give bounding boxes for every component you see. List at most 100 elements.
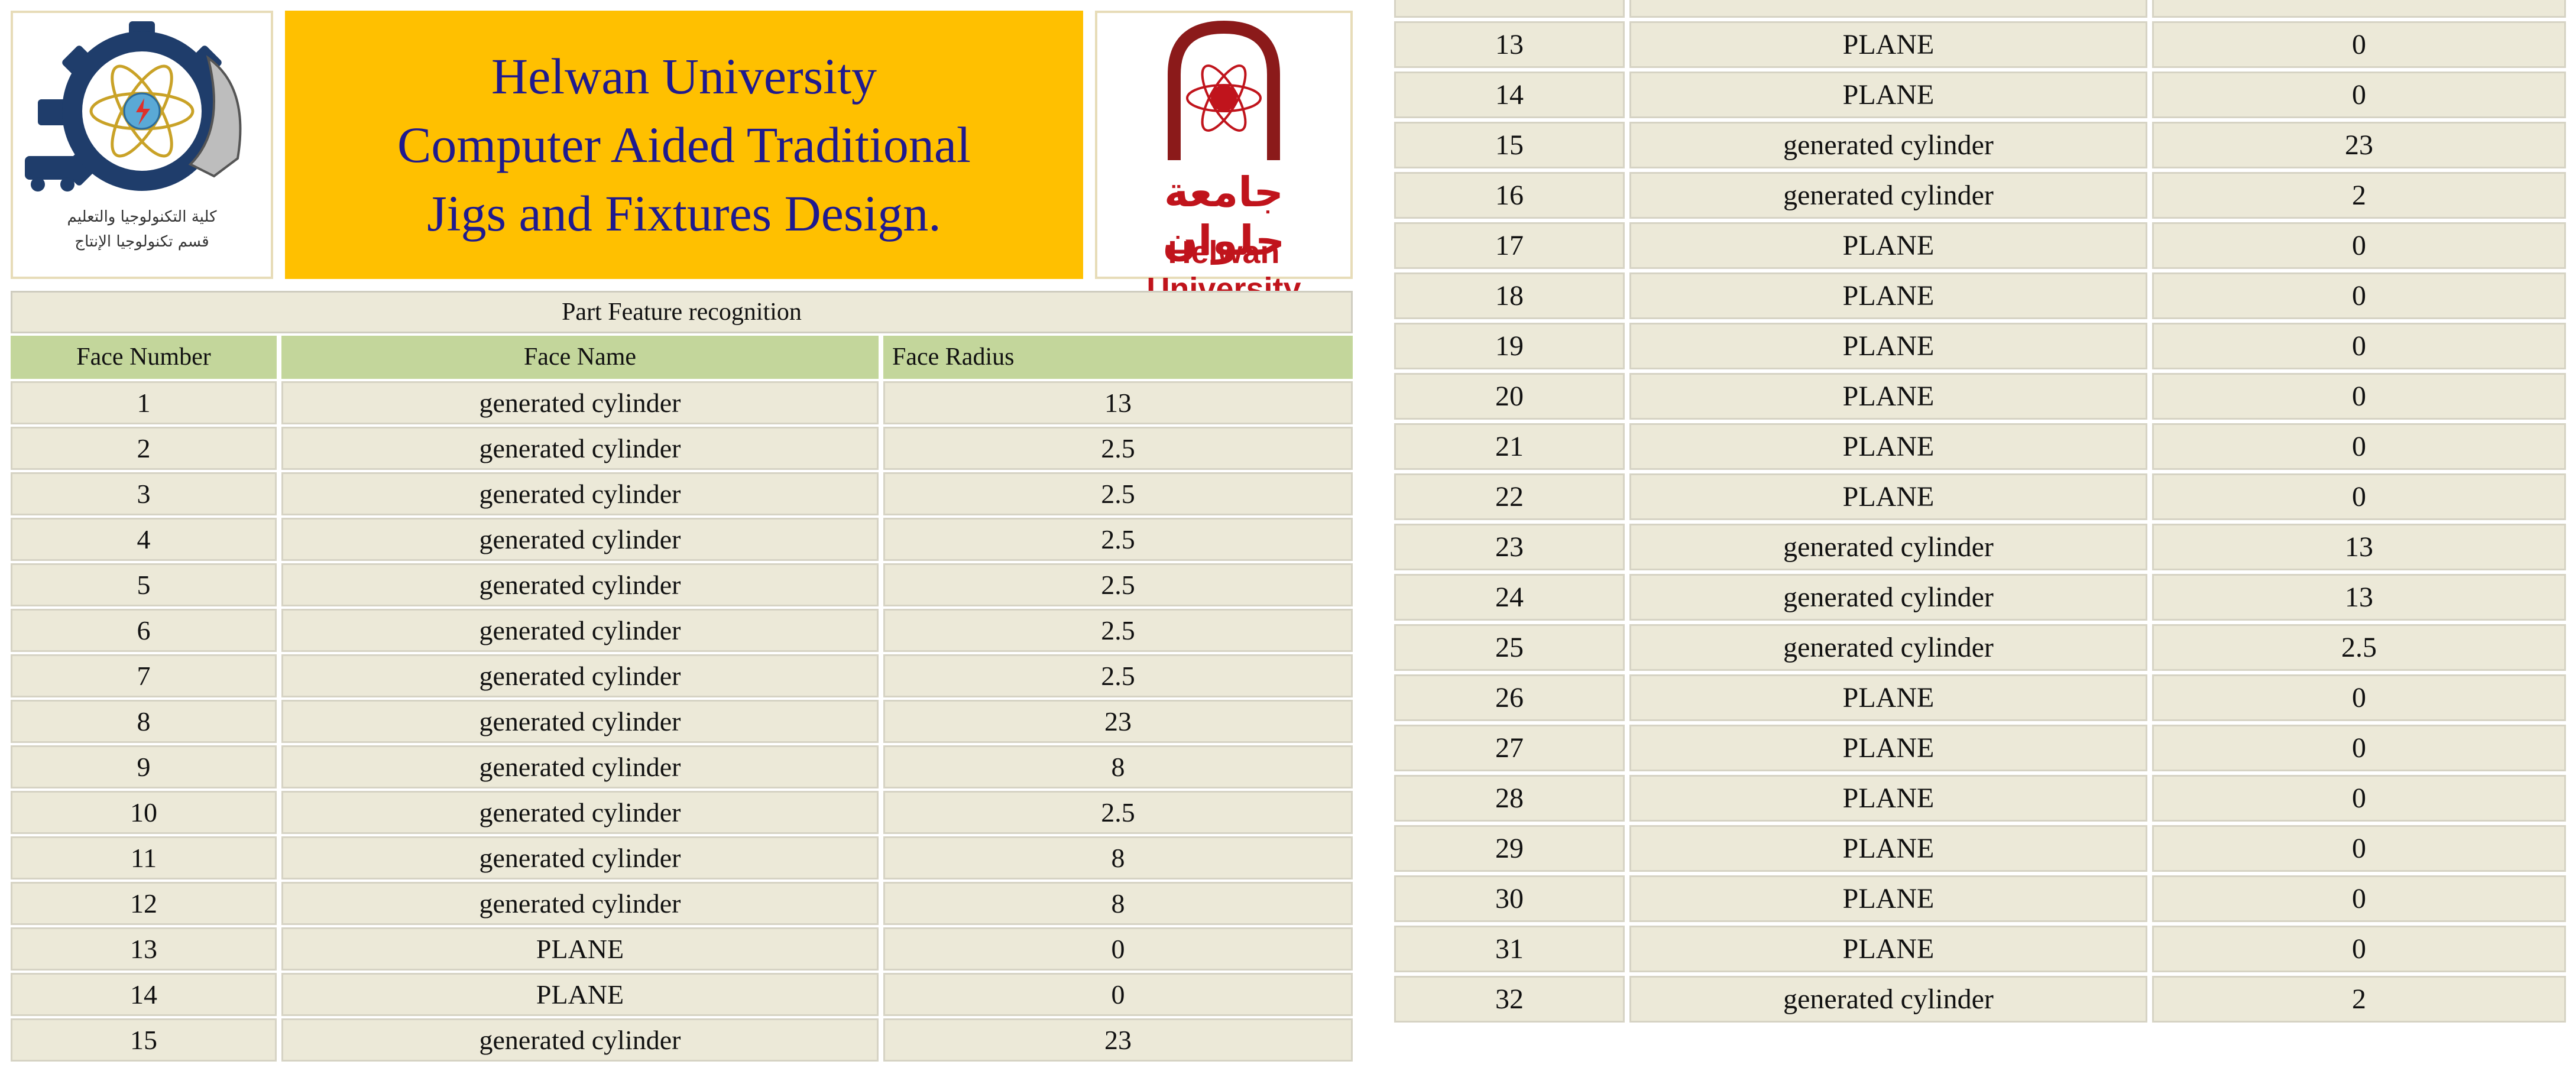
face-number-cell: 13 [1394, 21, 1625, 68]
table-row: 17 PLANE 0 [1394, 222, 2566, 269]
face-radius-cell: 0 [2152, 825, 2566, 872]
table-row: 13 PLANE 0 [1394, 21, 2566, 68]
face-radius-cell: 13 [2152, 524, 2566, 570]
face-number-cell: 5 [11, 563, 277, 606]
left-panel: كلية التكنولوجيا والتعليم قسم تكنولوجيا … [11, 11, 1353, 1062]
face-number-cell: 29 [1394, 825, 1625, 872]
table-row: 13 PLANE 0 [11, 927, 1353, 971]
face-number-cell: 20 [1394, 373, 1625, 420]
face-radius-cell: 0 [2152, 674, 2566, 721]
face-radius-cell: 0 [2152, 875, 2566, 922]
face-number-cell: 15 [11, 1018, 277, 1062]
face-radius-cell: 0 [2152, 72, 2566, 118]
table-row: 4 generated cylinder 2.5 [11, 518, 1353, 561]
face-radius-cell: 2.5 [883, 518, 1353, 561]
face-radius-cell: 8 [883, 745, 1353, 788]
face-name-cell: generated cylinder [1629, 524, 2147, 570]
face-name-cell: generated cylinder [281, 381, 879, 424]
face-radius-cell: 2 [2152, 976, 2566, 1023]
face-name-cell: generated cylinder [281, 427, 879, 470]
face-name-cell: PLANE [281, 927, 879, 971]
cut-off-cell [1394, 0, 1625, 18]
faculty-caption-line-1: كلية التكنولوجيا والتعليم [67, 208, 217, 226]
column-header-face-name: Face Name [281, 336, 879, 379]
table-title: Part Feature recognition [11, 291, 1353, 333]
face-number-cell: 24 [1394, 574, 1625, 621]
face-radius-cell: 0 [2152, 423, 2566, 470]
face-number-cell: 18 [1394, 272, 1625, 319]
faculty-caption-line-2: قسم تكنولوجيا الإنتاج [74, 233, 209, 251]
table-row: 19 PLANE 0 [1394, 323, 2566, 369]
column-header-face-radius: Face Radius [883, 336, 1353, 379]
face-name-cell: generated cylinder [281, 882, 879, 925]
table-row: 5 generated cylinder 2.5 [11, 563, 1353, 606]
face-radius-cell: 8 [883, 882, 1353, 925]
table-row: 20 PLANE 0 [1394, 373, 2566, 420]
table-header-row: Face Number Face Name Face Radius [11, 336, 1353, 379]
university-emblem-icon [1168, 20, 1280, 160]
face-radius-cell: 2.5 [883, 609, 1353, 652]
face-name-cell: PLANE [1629, 725, 2147, 771]
face-name-cell: PLANE [1629, 926, 2147, 972]
table-row: 9 generated cylinder 8 [11, 745, 1353, 788]
face-name-cell: PLANE [1629, 373, 2147, 420]
face-number-cell: 1 [11, 381, 277, 424]
face-radius-cell: 13 [883, 381, 1353, 424]
face-number-cell: 9 [11, 745, 277, 788]
face-name-cell: generated cylinder [281, 836, 879, 879]
face-name-cell: generated cylinder [281, 791, 879, 834]
face-radius-cell: 2.5 [883, 791, 1353, 834]
gear-atom-icon [25, 21, 242, 192]
face-name-cell: PLANE [1629, 222, 2147, 269]
face-radius-cell: 2 [2152, 172, 2566, 219]
face-name-cell: generated cylinder [1629, 172, 2147, 219]
face-name-cell: generated cylinder [1629, 976, 2147, 1023]
feature-table: Part Feature recognition Face Number Fac… [11, 291, 1353, 1062]
face-number-cell: 10 [11, 791, 277, 834]
face-number-cell: 16 [1394, 172, 1625, 219]
table-row: 1 generated cylinder 13 [11, 381, 1353, 424]
table-row: 27 PLANE 0 [1394, 725, 2566, 771]
face-radius-cell: 23 [883, 1018, 1353, 1062]
table-row: 25 generated cylinder 2.5 [1394, 624, 2566, 671]
face-number-cell: 14 [11, 973, 277, 1016]
face-radius-cell: 0 [2152, 323, 2566, 369]
table-row: 30 PLANE 0 [1394, 875, 2566, 922]
face-number-cell: 22 [1394, 473, 1625, 520]
face-number-cell: 17 [1394, 222, 1625, 269]
table-row: 14 PLANE 0 [11, 973, 1353, 1016]
face-name-cell: generated cylinder [1629, 574, 2147, 621]
face-radius-cell: 0 [2152, 473, 2566, 520]
university-arabic-name: جامعة حلوان [1162, 168, 1285, 265]
face-name-cell: generated cylinder [281, 472, 879, 515]
face-radius-cell: 0 [2152, 725, 2566, 771]
right-table-body: 13 PLANE 0 14 PLANE 0 15 generated cylinder 23 16… [1394, 21, 2566, 1023]
face-number-cell: 14 [1394, 72, 1625, 118]
face-number-cell: 2 [11, 427, 277, 470]
face-number-cell: 26 [1394, 674, 1625, 721]
table-row: 18 PLANE 0 [1394, 272, 2566, 319]
face-number-cell: 21 [1394, 423, 1625, 470]
banner-line-3: Jigs and Fixtures Design. [427, 185, 941, 242]
table-row: 6 generated cylinder 2.5 [11, 609, 1353, 652]
face-name-cell: generated cylinder [281, 1018, 879, 1062]
right-panel: 13 PLANE 0 14 PLANE 0 15 generated cylinder 23 16… [1394, 0, 2566, 1036]
page-header: كلية التكنولوجيا والتعليم قسم تكنولوجيا … [11, 11, 1353, 307]
university-logo: جامعة حلوان Helwan University [1095, 11, 1353, 307]
table-row: 7 generated cylinder 2.5 [11, 654, 1353, 697]
face-radius-cell: 2.5 [883, 472, 1353, 515]
face-radius-cell: 23 [883, 700, 1353, 743]
table-row: 16 generated cylinder 2 [1394, 172, 2566, 219]
face-radius-cell: 2.5 [883, 654, 1353, 697]
face-name-cell: PLANE [281, 973, 879, 1016]
face-name-cell: generated cylinder [281, 609, 879, 652]
face-number-cell: 4 [11, 518, 277, 561]
cut-off-cell [2152, 0, 2566, 18]
face-name-cell: PLANE [1629, 423, 2147, 470]
table-row: 29 PLANE 0 [1394, 825, 2566, 872]
faculty-logo: كلية التكنولوجيا والتعليم قسم تكنولوجيا … [11, 11, 273, 279]
table-row: 23 generated cylinder 13 [1394, 524, 2566, 570]
face-name-cell: generated cylinder [1629, 122, 2147, 168]
title-banner: Helwan University Computer Aided Traditi… [285, 11, 1083, 279]
face-number-cell: 25 [1394, 624, 1625, 671]
